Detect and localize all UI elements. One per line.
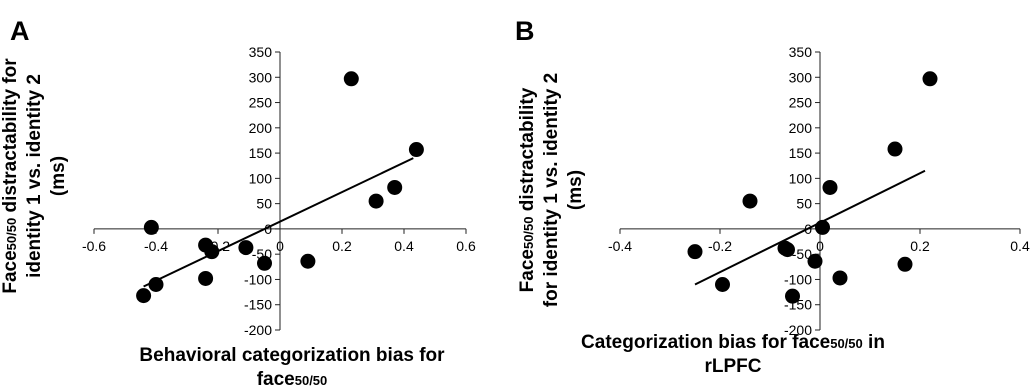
y-tick-label: 350 — [789, 44, 813, 60]
data-point — [687, 244, 703, 260]
data-point — [887, 141, 903, 157]
label-segment: (ms) — [565, 170, 586, 210]
label-segment: rLPFC — [705, 356, 762, 377]
data-point — [136, 288, 152, 304]
x-axis-title-line: face50/50 — [257, 369, 328, 389]
label-subscript: 50/50 — [830, 336, 863, 351]
label-segment: distractability — [517, 87, 538, 216]
data-point — [715, 277, 730, 293]
data-point — [198, 270, 214, 286]
data-point — [815, 219, 830, 235]
label-segment: Categorization bias for face — [581, 332, 830, 353]
y-tick-label: 300 — [249, 69, 273, 85]
x-axis-title-line: Behavioral categorization bias for — [139, 345, 445, 366]
y-tick-label: 150 — [789, 145, 813, 161]
label-segment: Behavioral categorization bias for — [139, 345, 445, 366]
y-tick-label: 350 — [249, 44, 273, 60]
data-point — [238, 240, 254, 256]
trendline — [694, 169, 926, 286]
y-tick-label: 100 — [249, 170, 273, 186]
label-segment: identity 1 vs. identity 2 — [24, 74, 45, 278]
trendline — [143, 157, 414, 288]
x-tick-label: 0.6 — [456, 238, 476, 254]
x-tick-label: 0.2 — [910, 238, 930, 254]
data-point — [408, 142, 424, 158]
data-point — [343, 71, 359, 87]
data-point — [204, 244, 220, 260]
x-tick-label: 0.4 — [394, 238, 414, 254]
data-point — [822, 179, 838, 195]
x-tick-label: 0 — [816, 238, 824, 254]
label-segment: face — [257, 369, 295, 389]
y-tick-label: 0 — [264, 221, 272, 237]
data-point — [368, 193, 384, 209]
data-point — [257, 255, 272, 271]
x-tick-label: -0.4 — [144, 238, 168, 254]
y-axis-title-line: (ms) — [565, 170, 586, 210]
data-point — [785, 288, 800, 304]
data-point — [387, 179, 403, 195]
y-tick-label: 250 — [789, 95, 813, 111]
x-axis-title-line: rLPFC — [705, 356, 762, 377]
panel-label: B — [515, 16, 535, 46]
y-tick-label: 250 — [249, 95, 273, 111]
y-tick-label: -200 — [784, 322, 812, 338]
data-point — [807, 253, 823, 269]
label-subscript: 50/50 — [521, 216, 536, 249]
label-segment: in — [863, 332, 885, 353]
data-point — [780, 242, 795, 258]
x-tick-label: 0.4 — [1010, 238, 1030, 254]
y-tick-label: 100 — [789, 170, 813, 186]
x-tick-label: -0.4 — [608, 238, 632, 254]
y-tick-label: 50 — [256, 196, 272, 212]
y-tick-label: 50 — [796, 196, 812, 212]
panel-label: A — [10, 16, 30, 46]
y-tick-label: 150 — [249, 145, 273, 161]
data-point — [300, 253, 316, 269]
data-point — [922, 71, 938, 87]
label-segment: Face — [517, 249, 538, 292]
label-segment: for identity 1 vs. identity 2 — [541, 73, 562, 307]
y-axis-title-line: Face50/50 distractability for — [0, 58, 21, 294]
y-tick-label: 200 — [249, 120, 273, 136]
label-segment: distractability for — [0, 58, 21, 218]
data-point — [832, 270, 848, 286]
y-tick-label: -50 — [792, 246, 812, 262]
panel-b: B-0.4-0.200.20.4-200-150-100-50050100150… — [515, 16, 1030, 377]
x-tick-label: -0.2 — [708, 238, 732, 254]
y-axis-title-line: for identity 1 vs. identity 2 — [541, 73, 562, 307]
y-tick-label: -150 — [244, 297, 272, 313]
label-segment: (ms) — [48, 156, 69, 196]
panel-a: A-0.6 -0.4 -0.2 0 0.2 0.4 0.6-200-150-100-5005… — [0, 16, 476, 389]
y-axis-title-line: identity 1 vs. identity 2 — [24, 74, 45, 278]
data-point — [143, 219, 159, 235]
y-tick-label: -100 — [784, 271, 812, 287]
x-tick-label: 0.2 — [332, 238, 352, 254]
label-subscript: 50/50 — [295, 373, 328, 388]
label-subscript: 50/50 — [4, 218, 19, 251]
y-axis-title-line: (ms) — [48, 156, 69, 196]
y-axis-title-line: Face50/50 distractability — [517, 87, 538, 292]
y-tick-label: -100 — [244, 271, 272, 287]
label-segment: Face — [0, 250, 21, 293]
data-point — [148, 277, 164, 293]
data-point — [897, 256, 913, 272]
y-axis-title: Face50/50 distractability for identity 1 … — [0, 58, 69, 294]
x-tick-label: 0 — [276, 238, 284, 254]
y-tick-label: -200 — [244, 322, 272, 338]
x-axis-title-line: Categorization bias for face50/50 in — [581, 332, 885, 353]
y-axis-title: Face50/50 distractability for identity 1 … — [517, 73, 586, 307]
x-tick-label: -0.6 — [82, 238, 106, 254]
y-tick-label: 200 — [789, 120, 813, 136]
y-tick-label: 300 — [789, 69, 813, 85]
data-point — [742, 193, 758, 209]
